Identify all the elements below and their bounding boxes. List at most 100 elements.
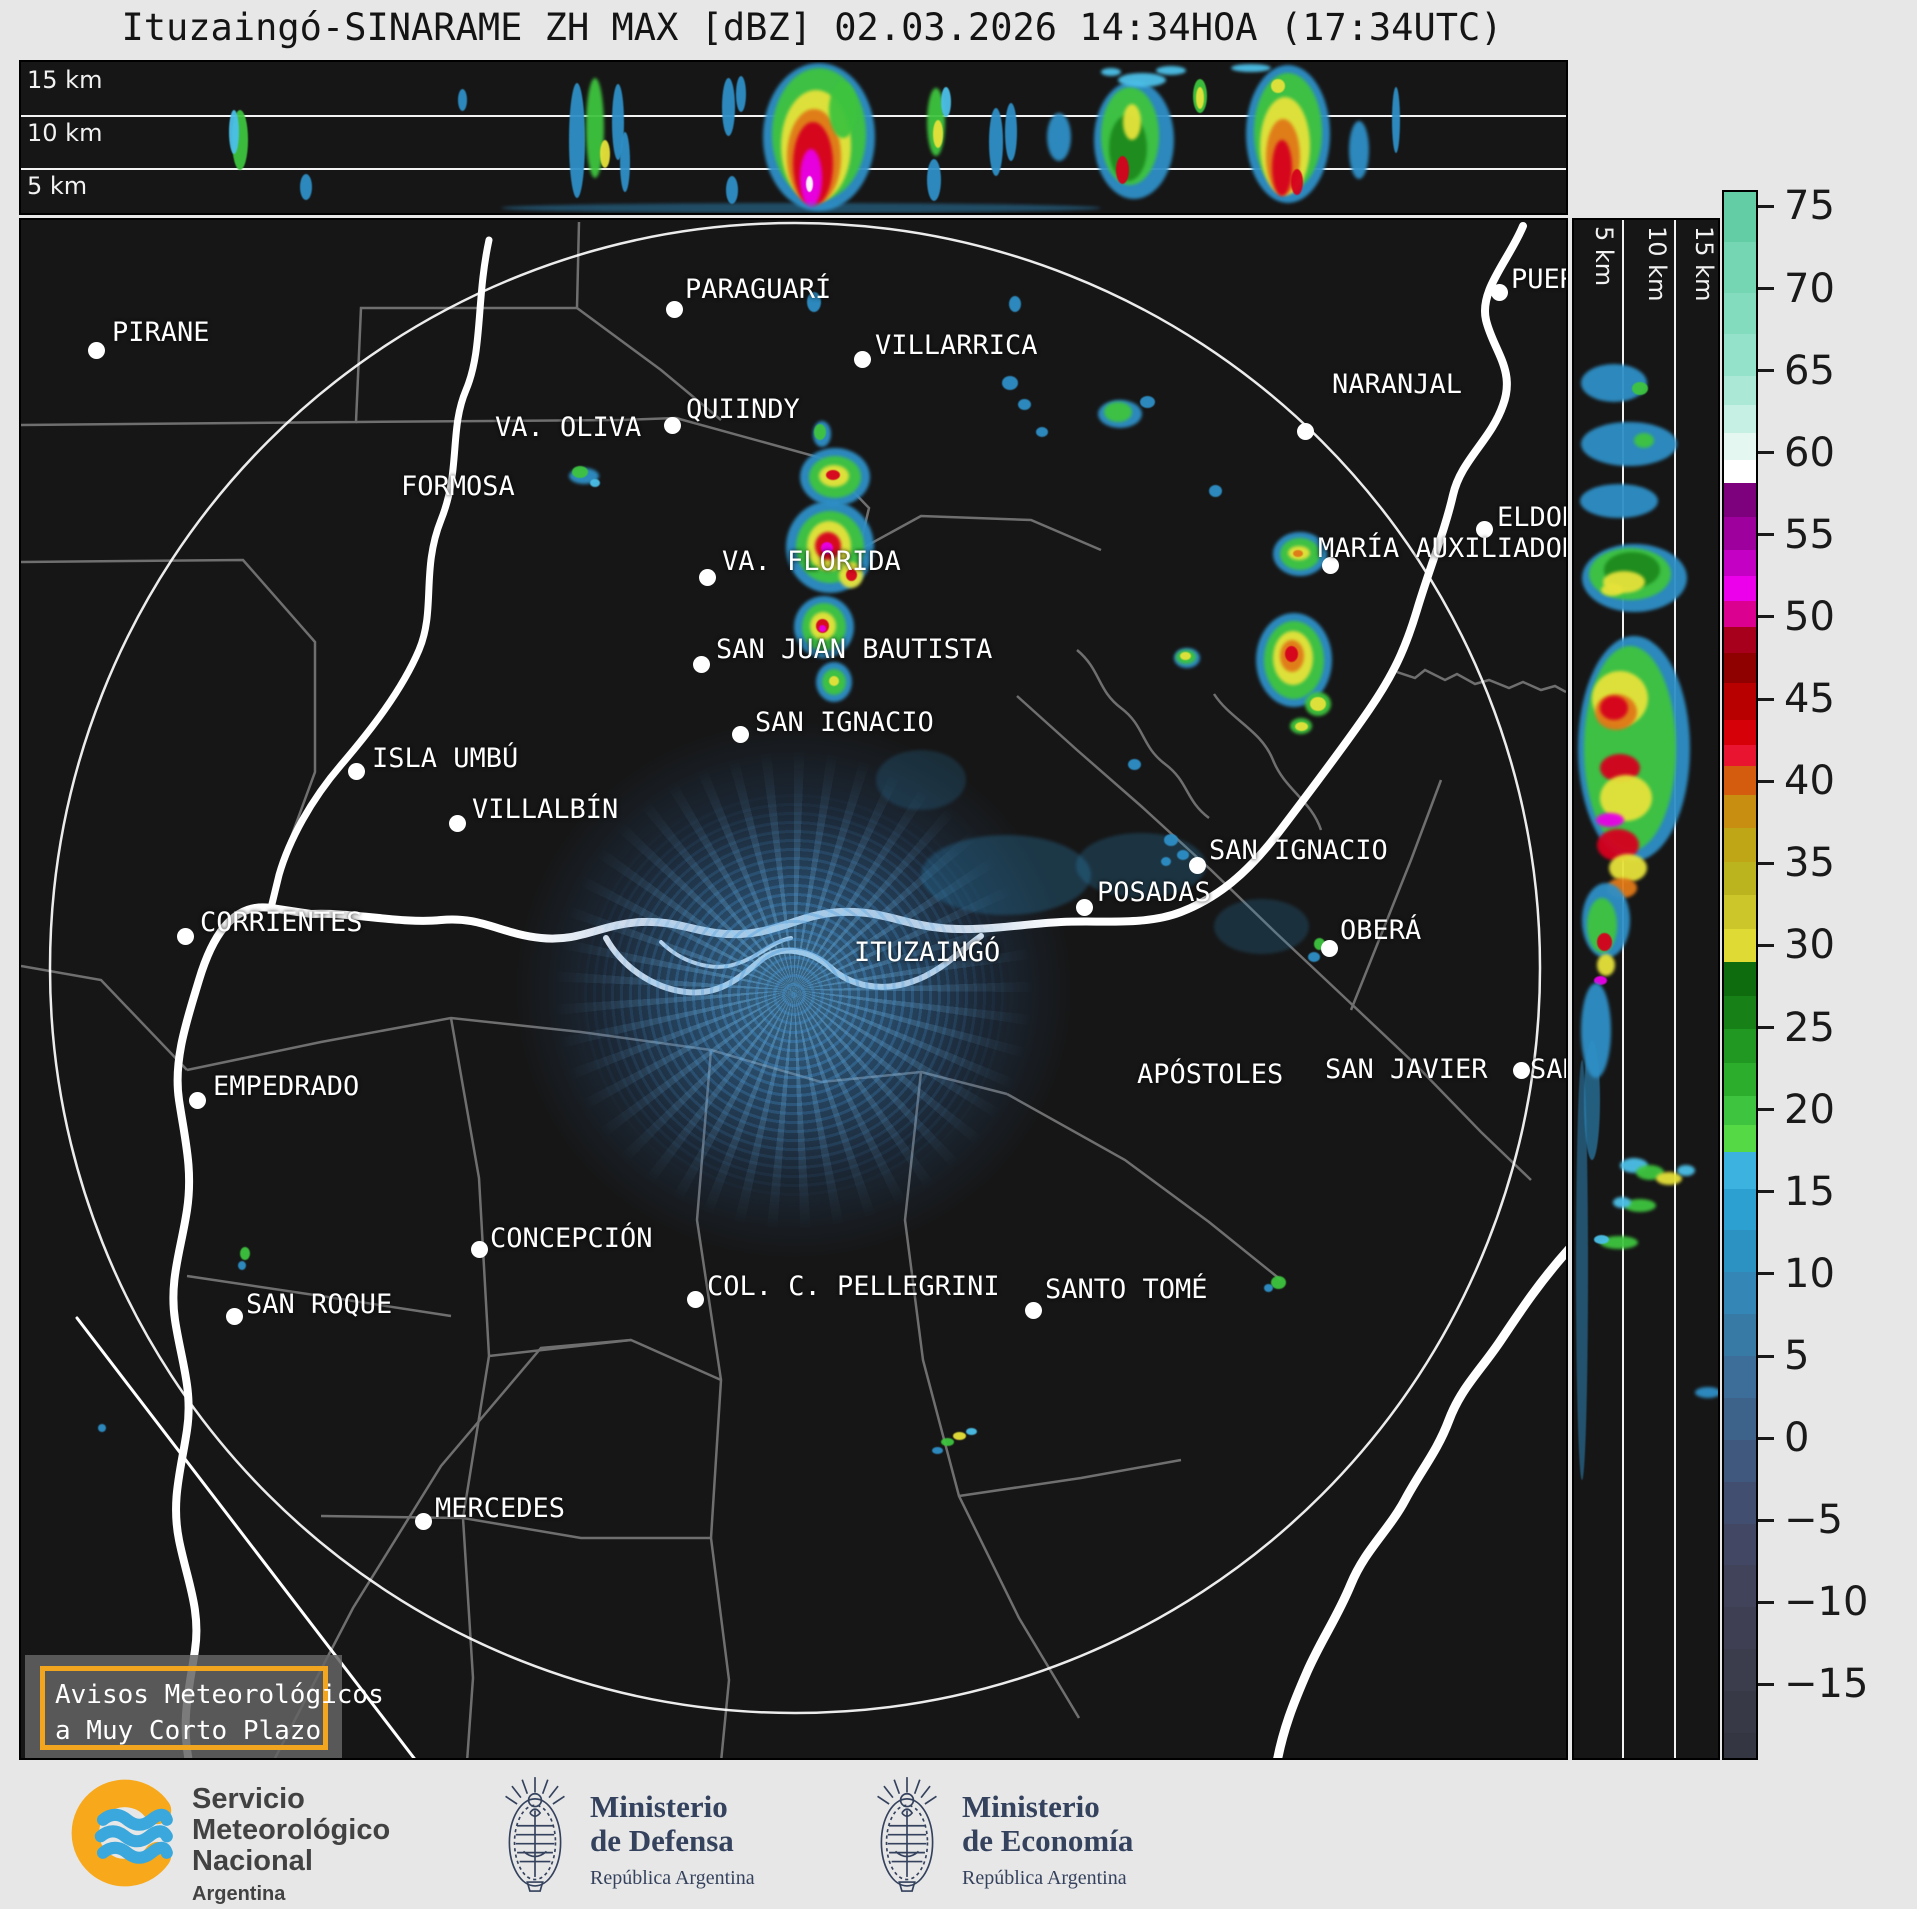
colorbar-cell — [1724, 1356, 1756, 1398]
radar-echo — [501, 203, 1101, 213]
city-dot — [687, 1291, 704, 1308]
radar-echo — [457, 89, 467, 111]
smn-wordmark: Servicio Meteorológico Nacional Argentin… — [192, 1784, 390, 1909]
colorbar-cell — [1724, 1062, 1756, 1097]
route-line — [75, 1316, 416, 1758]
colorbar-cell — [1724, 404, 1756, 434]
radar-echo — [1104, 402, 1132, 422]
colorbar-tick-label: 5 — [1784, 1333, 1810, 1379]
city-label: ELDORADO — [1497, 502, 1566, 533]
radar-echo — [1118, 73, 1166, 87]
city-dot — [415, 1513, 432, 1530]
smn-logo-icon — [71, 1779, 173, 1887]
city-label: SAN IGNACIO — [755, 707, 934, 738]
colorbar-tick — [1758, 1600, 1774, 1604]
colorbar-cell — [1724, 1272, 1756, 1315]
city-dot — [732, 726, 749, 743]
colorbar-tick-label: 20 — [1784, 1086, 1835, 1133]
city-label: VILLALBÍN — [472, 794, 619, 825]
city-dot — [693, 656, 710, 673]
colorbar-tick — [1758, 1436, 1774, 1440]
radar-echo — [736, 76, 746, 112]
radar-echo — [238, 1260, 246, 1270]
city-dot — [226, 1308, 243, 1325]
radar-echo — [1609, 854, 1647, 882]
city-dot — [189, 1092, 206, 1109]
radar-echo — [1596, 933, 1612, 951]
colorbar-cell — [1724, 550, 1756, 576]
colorbar-tick-label: 60 — [1784, 429, 1835, 476]
radar-echo — [989, 108, 1003, 176]
city-dot — [1322, 557, 1339, 574]
radar-echo — [1263, 1284, 1273, 1292]
colorbar-tick — [1758, 1026, 1774, 1030]
radar-echo — [1632, 381, 1648, 395]
radar-echo — [1656, 1171, 1682, 1185]
colorbar-tick-label: 35 — [1784, 840, 1835, 887]
colorbar-cell — [1724, 516, 1756, 551]
radar-echo — [1076, 832, 1206, 898]
radar-echo — [229, 110, 239, 154]
radar-echo — [240, 1246, 250, 1260]
radar-echo — [1349, 121, 1369, 179]
city-label: MERCEDES — [435, 1493, 566, 1524]
city-label: SAN JAVIER — [1325, 1054, 1488, 1085]
colorbar-cell — [1724, 1439, 1756, 1482]
rhi-axis-label-5km: 5 km — [1590, 226, 1618, 287]
colorbar-cell — [1724, 1523, 1756, 1566]
radar-echo — [1624, 1198, 1656, 1212]
city-dot — [177, 928, 194, 945]
rhi-axis-label-10km: 10 km — [1643, 226, 1671, 302]
city-label: OBERÁ — [1340, 915, 1422, 946]
economia-line2: de Economía — [962, 1823, 1134, 1858]
city-label: VA. FLORIDA — [722, 546, 901, 577]
smn-sub: Argentina — [192, 1883, 286, 1905]
radar-echo — [1596, 813, 1624, 827]
radar-echo — [826, 470, 840, 480]
colorbar-tick — [1758, 1190, 1774, 1194]
colorbar-cell — [1724, 1481, 1756, 1524]
radar-echo — [572, 466, 588, 478]
colorbar-cell — [1724, 794, 1756, 829]
radar-echo — [1036, 427, 1048, 437]
gridline-5km-v — [1622, 220, 1624, 1758]
radar-echo — [1313, 938, 1325, 950]
colorbar-cell — [1724, 575, 1756, 601]
defensa-coat-of-arms-icon — [505, 1777, 565, 1892]
colorbar-tick — [1758, 1354, 1774, 1358]
colorbar-cell — [1724, 1397, 1756, 1440]
colorbar-cell — [1724, 627, 1756, 653]
colorbar-cell — [1724, 1565, 1756, 1608]
colorbar-cell — [1724, 1607, 1756, 1650]
colorbar-tick — [1758, 204, 1774, 208]
city-dot — [1321, 940, 1338, 957]
radar-echo — [876, 750, 966, 810]
footer: Servicio Meteorológico Nacional Argentin… — [0, 1762, 1917, 1909]
colorbar-tick — [1758, 369, 1774, 373]
city-label: CORRIENTES — [200, 907, 363, 938]
city-label: COL. C. PELLEGRINI — [707, 1271, 1000, 1302]
gridline-10km-v — [1674, 220, 1676, 1758]
radar-echo — [952, 1432, 966, 1440]
ground-clutter-speckle — [544, 760, 1044, 1230]
radar-echo — [1576, 1060, 1588, 1480]
colorbar-cell — [1724, 1732, 1756, 1759]
warning-line-2: a Muy Corto Plazo — [55, 1716, 322, 1746]
colorbar-tick — [1758, 1682, 1774, 1686]
radar-echo — [98, 1424, 106, 1432]
city-label: POSADAS — [1097, 877, 1211, 908]
radar-echo — [1271, 79, 1285, 93]
colorbar-tick — [1758, 615, 1774, 619]
colorbar-cell — [1724, 928, 1756, 963]
smn-line1: Servicio — [192, 1783, 305, 1815]
city-label: EMPEDRADO — [213, 1071, 360, 1102]
city-dot — [88, 342, 105, 359]
radar-echo — [721, 78, 735, 136]
radar-echo — [1127, 758, 1141, 770]
colorbar-tick-label: 10 — [1784, 1250, 1835, 1297]
radar-echo — [1600, 696, 1628, 720]
radar-echo — [807, 292, 821, 312]
colorbar-tick — [1758, 861, 1774, 865]
city-dot — [1076, 899, 1093, 916]
radar-echo — [1580, 484, 1658, 518]
